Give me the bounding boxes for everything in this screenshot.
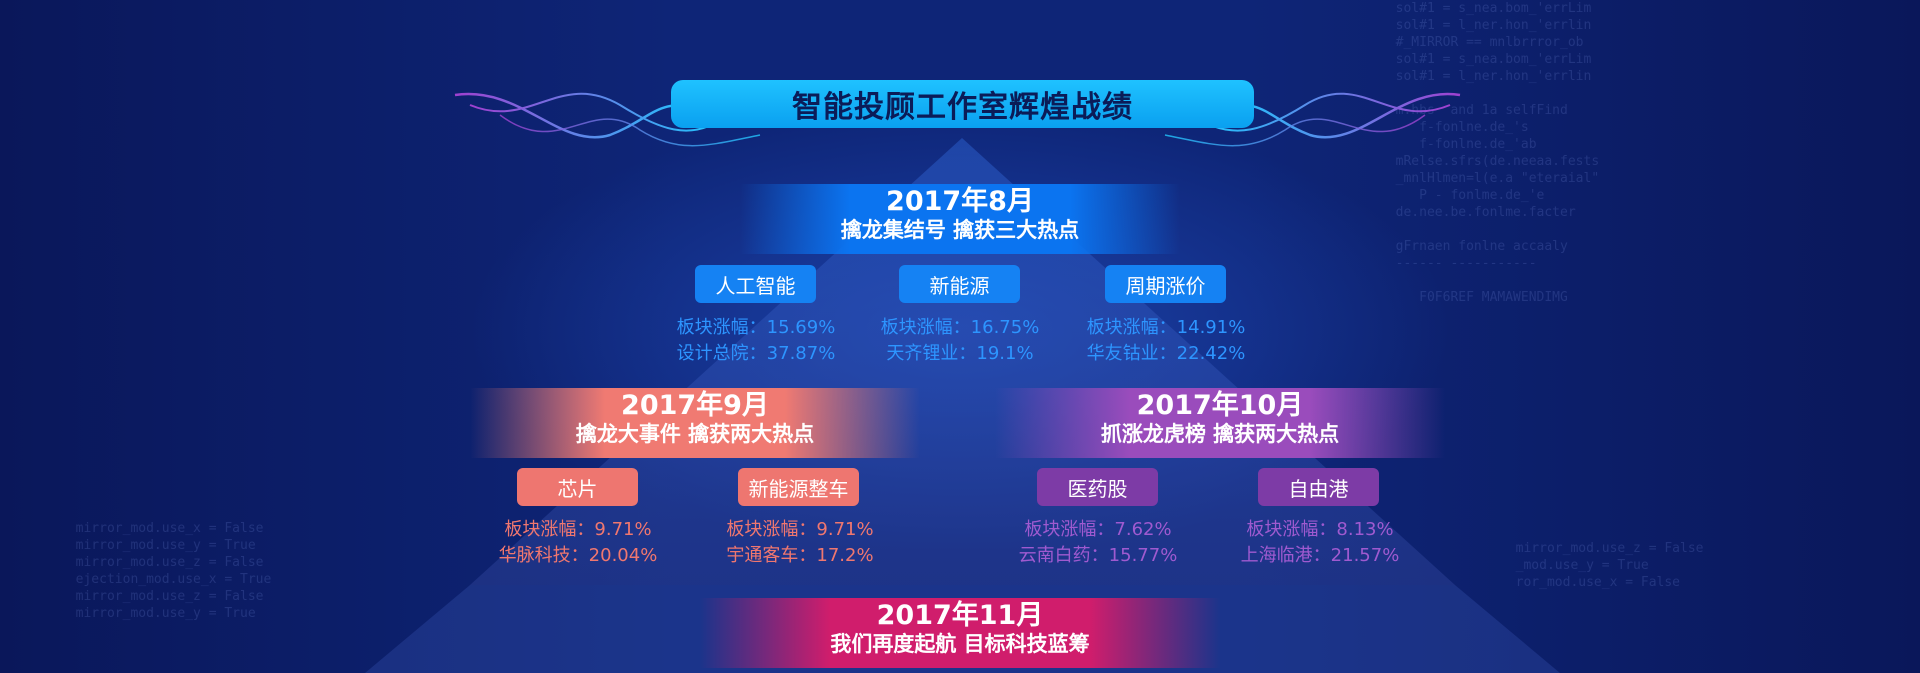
page-title: 智能投顾工作室辉煌战绩 (671, 80, 1254, 128)
sector-tag-cyclical: 周期涨价 (1105, 265, 1226, 303)
sector-stat-nev: 板块涨幅：9.71% 宇通客车：17.2% (726, 519, 874, 566)
stage-aug-subtitle: 擒龙集结号 擒获三大热点 (840, 218, 1080, 242)
sector-stat-cyclical: 板块涨幅：14.91% 华友钴业：22.42% (1086, 317, 1246, 364)
stage-sep-banner: 2017年9月 擒龙大事件 擒获两大热点 (470, 388, 920, 458)
background-code-left: mirror_mod.use_x = False mirror_mod.use_… (75, 521, 272, 621)
stage-nov-subtitle: 我们再度起航 目标科技蓝筹 (830, 632, 1090, 656)
sector-tag-pharma: 医药股 (1037, 468, 1158, 506)
stage-aug-banner: 2017年8月 擒龙集结号 擒获三大热点 (740, 184, 1180, 254)
stage-aug-date: 2017年8月 (886, 186, 1034, 217)
wave-left-2 (469, 92, 721, 132)
sector-stat-ai: 板块涨幅：15.69% 设计总院：37.87% (676, 317, 836, 364)
sector-tag-chip: 芯片 (517, 468, 638, 506)
sector-stat-pharma: 板块涨幅：7.62% 云南白药：15.77% (1018, 519, 1178, 566)
background-code-bottom-right: mirror_mod.use_z = False _mod.use_y = Tr… (1515, 541, 1704, 590)
stage-oct-date: 2017年10月 (1136, 390, 1304, 421)
sector-stat-new-energy: 板块涨幅：16.75% 天齐锂业：19.1% (880, 317, 1040, 364)
pyramid-shape (470, 138, 1455, 585)
stage-nov-date: 2017年11月 (876, 600, 1044, 631)
sector-tag-free-port: 自由港 (1258, 468, 1379, 506)
sector-stat-chip: 板块涨幅：9.71% 华脉科技：20.04% (498, 519, 658, 566)
background-code-right: sol#1 = s_nea.bom_'errLim sol#1 = l_ner.… (1395, 1, 1600, 305)
wave-right-3 (1164, 114, 1426, 147)
stage-oct-banner: 2017年10月 抓涨龙虎榜 擒获两大热点 (995, 388, 1445, 458)
stage-sep-subtitle: 擒龙大事件 擒获两大热点 (575, 422, 815, 446)
stage-nov-banner: 2017年11月 我们再度起航 目标科技蓝筹 (700, 598, 1220, 668)
stage-sep-date: 2017年9月 (621, 390, 769, 421)
stage-oct-subtitle: 抓涨龙虎榜 擒获两大热点 (1100, 422, 1340, 446)
wave-left-1 (454, 92, 701, 139)
sector-stat-free-port: 板块涨幅：8.13% 上海临港：21.57% (1240, 519, 1400, 566)
sector-tag-nev: 新能源整车 (738, 468, 859, 506)
wave-right-2 (1199, 92, 1451, 132)
sector-tag-ai: 人工智能 (695, 265, 816, 303)
sector-tag-new-energy: 新能源 (899, 265, 1020, 303)
wave-right-1 (1224, 92, 1461, 139)
wave-left-3 (499, 114, 761, 147)
page-title-text: 智能投顾工作室辉煌战绩 (792, 90, 1133, 125)
